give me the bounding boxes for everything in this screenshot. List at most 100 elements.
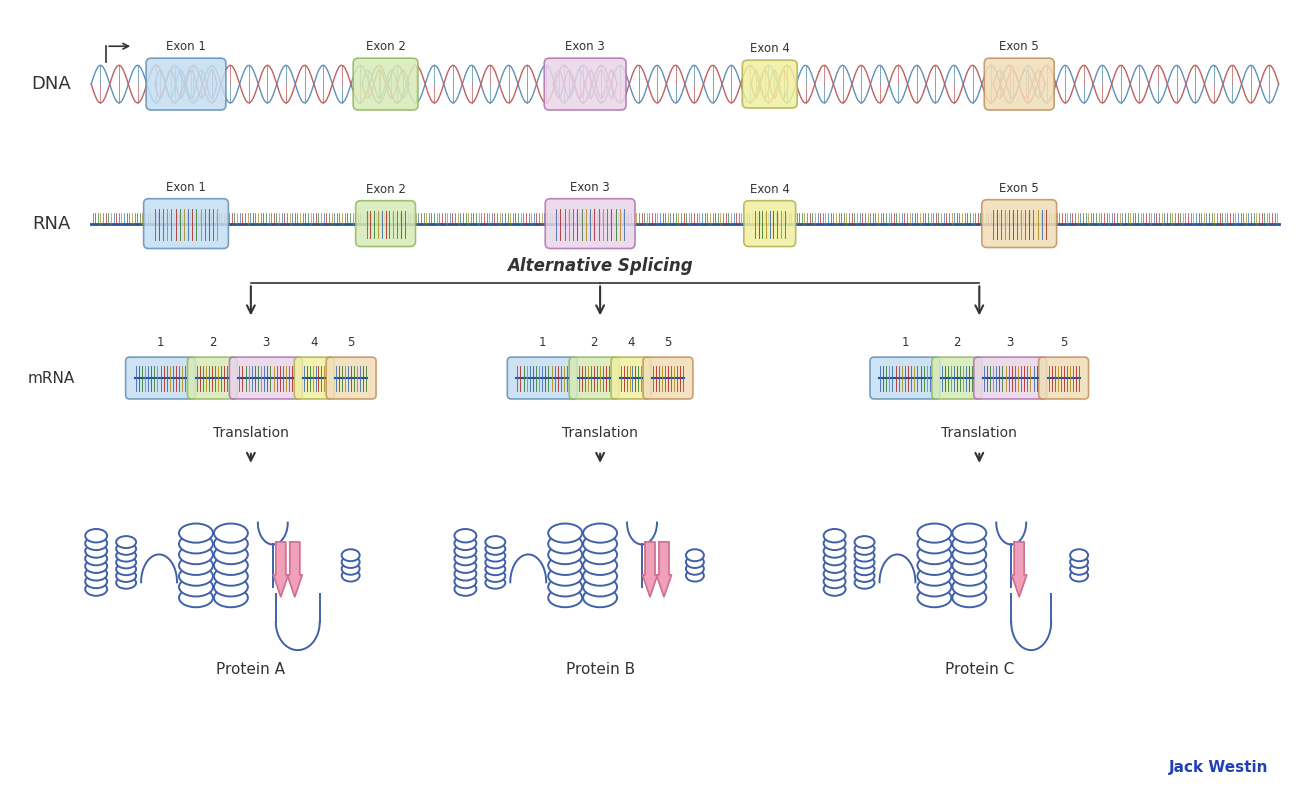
FancyBboxPatch shape bbox=[974, 357, 1046, 399]
FancyBboxPatch shape bbox=[984, 58, 1054, 110]
Ellipse shape bbox=[953, 588, 987, 608]
FancyBboxPatch shape bbox=[982, 199, 1057, 247]
Text: Exon 3: Exon 3 bbox=[566, 40, 604, 54]
Ellipse shape bbox=[824, 552, 845, 565]
Text: 3: 3 bbox=[1006, 336, 1014, 349]
Ellipse shape bbox=[455, 537, 476, 550]
Ellipse shape bbox=[86, 537, 107, 550]
Ellipse shape bbox=[584, 556, 618, 575]
FancyBboxPatch shape bbox=[187, 357, 238, 399]
Ellipse shape bbox=[116, 577, 136, 589]
FancyBboxPatch shape bbox=[870, 357, 940, 399]
Ellipse shape bbox=[918, 578, 952, 597]
Text: 1: 1 bbox=[901, 336, 909, 349]
Ellipse shape bbox=[116, 570, 136, 582]
Ellipse shape bbox=[918, 534, 952, 553]
Text: Exon 4: Exon 4 bbox=[750, 183, 789, 195]
Ellipse shape bbox=[953, 534, 987, 553]
FancyBboxPatch shape bbox=[326, 357, 376, 399]
Text: Protein A: Protein A bbox=[216, 662, 286, 677]
Ellipse shape bbox=[485, 577, 506, 589]
Ellipse shape bbox=[116, 550, 136, 562]
Text: Exon 3: Exon 3 bbox=[571, 180, 610, 194]
Text: Translation: Translation bbox=[213, 426, 289, 440]
Ellipse shape bbox=[549, 523, 582, 543]
FancyBboxPatch shape bbox=[146, 58, 226, 110]
Ellipse shape bbox=[179, 545, 213, 564]
Text: 1: 1 bbox=[157, 336, 164, 349]
Text: 5: 5 bbox=[664, 336, 672, 349]
Text: Translation: Translation bbox=[941, 426, 1017, 440]
Ellipse shape bbox=[455, 552, 476, 565]
Ellipse shape bbox=[214, 567, 248, 585]
Ellipse shape bbox=[824, 582, 845, 596]
Ellipse shape bbox=[455, 529, 476, 542]
FancyBboxPatch shape bbox=[507, 357, 577, 399]
Ellipse shape bbox=[86, 552, 107, 565]
Ellipse shape bbox=[549, 567, 582, 585]
Ellipse shape bbox=[86, 545, 107, 558]
Ellipse shape bbox=[214, 588, 248, 608]
Text: Exon 2: Exon 2 bbox=[365, 40, 406, 54]
Ellipse shape bbox=[179, 588, 213, 608]
Ellipse shape bbox=[214, 578, 248, 597]
Ellipse shape bbox=[179, 523, 213, 543]
Ellipse shape bbox=[549, 556, 582, 575]
Ellipse shape bbox=[1070, 563, 1088, 574]
Ellipse shape bbox=[686, 563, 703, 574]
Ellipse shape bbox=[179, 556, 213, 575]
Ellipse shape bbox=[918, 588, 952, 608]
Ellipse shape bbox=[1070, 570, 1088, 582]
Ellipse shape bbox=[455, 574, 476, 588]
Polygon shape bbox=[1011, 542, 1027, 597]
Polygon shape bbox=[642, 542, 658, 597]
Text: 4: 4 bbox=[311, 336, 318, 349]
Text: 1: 1 bbox=[538, 336, 546, 349]
Ellipse shape bbox=[116, 543, 136, 555]
FancyBboxPatch shape bbox=[569, 357, 619, 399]
Ellipse shape bbox=[854, 563, 875, 575]
Text: RNA: RNA bbox=[32, 214, 70, 232]
Ellipse shape bbox=[214, 545, 248, 564]
Ellipse shape bbox=[179, 567, 213, 585]
FancyBboxPatch shape bbox=[354, 58, 419, 110]
Text: Translation: Translation bbox=[562, 426, 638, 440]
Ellipse shape bbox=[854, 543, 875, 555]
Ellipse shape bbox=[455, 582, 476, 596]
Ellipse shape bbox=[342, 556, 360, 568]
Text: Exon 5: Exon 5 bbox=[1000, 182, 1039, 195]
Ellipse shape bbox=[179, 534, 213, 553]
Ellipse shape bbox=[179, 578, 213, 597]
Ellipse shape bbox=[686, 556, 703, 568]
Text: Exon 2: Exon 2 bbox=[365, 183, 406, 195]
Ellipse shape bbox=[953, 545, 987, 564]
FancyBboxPatch shape bbox=[932, 357, 982, 399]
Text: 5: 5 bbox=[1060, 336, 1067, 349]
FancyBboxPatch shape bbox=[611, 357, 651, 399]
FancyBboxPatch shape bbox=[744, 201, 796, 247]
Ellipse shape bbox=[342, 570, 360, 582]
FancyBboxPatch shape bbox=[294, 357, 334, 399]
Ellipse shape bbox=[116, 563, 136, 575]
FancyBboxPatch shape bbox=[229, 357, 302, 399]
Ellipse shape bbox=[485, 570, 506, 582]
Ellipse shape bbox=[584, 523, 618, 543]
Ellipse shape bbox=[686, 570, 703, 582]
Ellipse shape bbox=[854, 577, 875, 589]
Text: 2: 2 bbox=[953, 336, 961, 349]
Ellipse shape bbox=[1070, 556, 1088, 568]
Ellipse shape bbox=[824, 529, 845, 542]
Text: Exon 4: Exon 4 bbox=[750, 43, 789, 55]
FancyBboxPatch shape bbox=[356, 201, 416, 247]
Ellipse shape bbox=[214, 523, 248, 543]
Text: Alternative Splicing: Alternative Splicing bbox=[507, 258, 693, 276]
Ellipse shape bbox=[485, 543, 506, 555]
Ellipse shape bbox=[342, 563, 360, 574]
Ellipse shape bbox=[854, 570, 875, 582]
Ellipse shape bbox=[455, 567, 476, 581]
Ellipse shape bbox=[86, 529, 107, 542]
FancyBboxPatch shape bbox=[545, 199, 634, 248]
Ellipse shape bbox=[485, 550, 506, 562]
Ellipse shape bbox=[549, 545, 582, 564]
Text: Protein B: Protein B bbox=[566, 662, 634, 677]
